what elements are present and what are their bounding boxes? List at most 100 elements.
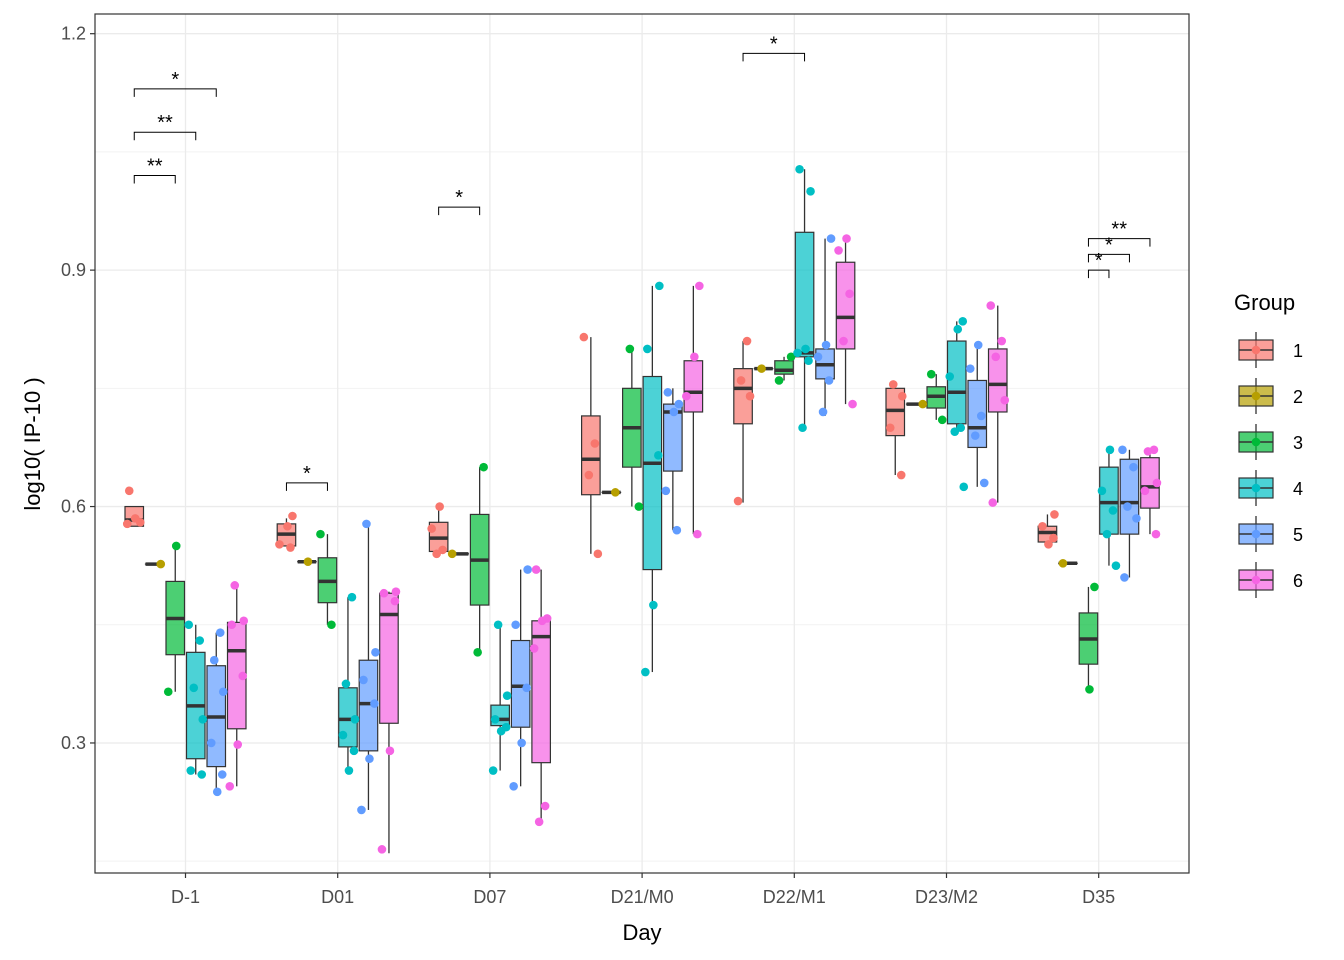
- legend-key-2: 2: [1238, 378, 1303, 414]
- boxplot-group-5: [967, 344, 988, 487]
- data-point-group-1: [579, 332, 589, 342]
- significance-label: *: [455, 187, 463, 209]
- data-point-group-1: [432, 549, 441, 559]
- data-point-group-4: [195, 636, 205, 645]
- data-point-group-4: [347, 592, 357, 602]
- significance-label: *: [770, 33, 778, 55]
- data-point-group-4: [344, 766, 354, 775]
- significance-bracket: [1087, 253, 1130, 263]
- data-point-group-6: [988, 498, 998, 507]
- data-point-group-1: [593, 549, 603, 559]
- data-point-group-3: [937, 415, 947, 425]
- box: [835, 261, 856, 350]
- x-tick-label: D21/M0: [611, 887, 674, 907]
- x-axis-title: Day: [622, 920, 661, 945]
- data-point-group-1: [742, 336, 752, 346]
- data-point-group-4: [341, 679, 351, 689]
- data-point-group-4: [804, 356, 813, 366]
- data-point-group-6: [1151, 529, 1161, 539]
- data-point-group-5: [973, 340, 983, 350]
- box: [774, 360, 794, 375]
- data-point-group-1: [888, 380, 898, 389]
- data-point-group-5: [511, 620, 520, 630]
- data-point-group-1: [435, 502, 444, 511]
- data-point-group-5: [672, 525, 682, 535]
- data-point-group-4: [1105, 445, 1115, 455]
- significance-bracket: [1087, 238, 1151, 247]
- data-point-group-6: [534, 817, 544, 827]
- x-tick-label: D35: [1082, 887, 1115, 907]
- data-point-group-6: [693, 529, 702, 539]
- data-point-group-5: [370, 699, 379, 708]
- data-point-group-3: [1090, 582, 1099, 592]
- data-point-group-6: [991, 352, 1001, 362]
- legend: Group 1 2 3 4 5 6: [1234, 290, 1303, 598]
- legend-key-6: 6: [1238, 562, 1303, 598]
- data-point-group-6: [690, 352, 699, 362]
- data-point-group-5: [661, 486, 671, 496]
- legend-key-3: 3: [1238, 424, 1303, 460]
- data-point-group-5: [365, 754, 374, 764]
- data-point-group-6: [531, 565, 541, 574]
- box: [531, 620, 552, 764]
- data-point-group-1: [896, 470, 906, 480]
- data-point-group-5: [218, 687, 228, 697]
- data-point-group-5: [215, 628, 225, 637]
- significance-bracket: [133, 131, 197, 141]
- significance-bracket: [438, 206, 481, 216]
- boxplot-group-6: [987, 305, 1008, 503]
- data-point-group-5: [217, 770, 227, 779]
- y-tick-label: 0.9: [61, 260, 86, 280]
- significance-label: **: [147, 156, 163, 178]
- data-point-group-5: [669, 407, 679, 417]
- data-point-group-5: [206, 738, 216, 748]
- data-point-group-5: [818, 407, 828, 417]
- data-point-group-2: [757, 364, 766, 373]
- legend-label: 4: [1293, 479, 1303, 499]
- legend-label: 3: [1293, 433, 1303, 453]
- data-point-group-5: [663, 387, 673, 397]
- boxplot-group-3: [1078, 586, 1099, 690]
- boxplot-group-3: [317, 534, 338, 625]
- data-point-group-6: [537, 616, 547, 626]
- major-gridlines: [95, 14, 1189, 873]
- legend-label: 6: [1293, 571, 1303, 591]
- data-point-group-4: [189, 683, 199, 693]
- data-point-group-4: [349, 746, 359, 756]
- data-point-group-1: [286, 543, 295, 552]
- data-point-group-1: [124, 486, 134, 496]
- data-point-group-1: [885, 423, 895, 433]
- data-point-group-4: [1111, 561, 1121, 570]
- box: [642, 375, 663, 571]
- data-point-group-6: [986, 301, 996, 310]
- data-point-group-2: [611, 488, 620, 497]
- data-point-group-4: [1102, 529, 1112, 539]
- data-point-group-2: [156, 559, 166, 569]
- data-point-group-6: [391, 587, 401, 596]
- data-point-group-1: [1038, 521, 1047, 531]
- data-point-group-1: [1049, 533, 1058, 543]
- data-point-group-6: [1152, 478, 1162, 488]
- data-point-group-4: [806, 187, 815, 196]
- data-point-group-4: [643, 344, 652, 354]
- data-point-group-1: [130, 514, 140, 523]
- boxplot-group-3: [469, 467, 490, 653]
- data-point-group-1: [736, 376, 746, 385]
- significance-label: *: [1095, 250, 1103, 272]
- data-point-group-1: [745, 391, 755, 401]
- box: [794, 231, 815, 358]
- box: [662, 403, 683, 472]
- legend-title: Group: [1234, 290, 1295, 315]
- boxplots: [124, 169, 1160, 854]
- data-point-group-6: [385, 746, 395, 756]
- data-point-group-3: [479, 462, 488, 472]
- data-point-group-4: [488, 766, 498, 775]
- y-tick-label: 0.6: [61, 497, 86, 517]
- data-point-group-4: [186, 766, 196, 775]
- data-point-group-6: [225, 782, 235, 791]
- data-point-group-5: [976, 411, 986, 421]
- data-point-group-6: [540, 801, 550, 811]
- data-point-group-5: [522, 683, 531, 693]
- data-point-group-2: [447, 549, 457, 559]
